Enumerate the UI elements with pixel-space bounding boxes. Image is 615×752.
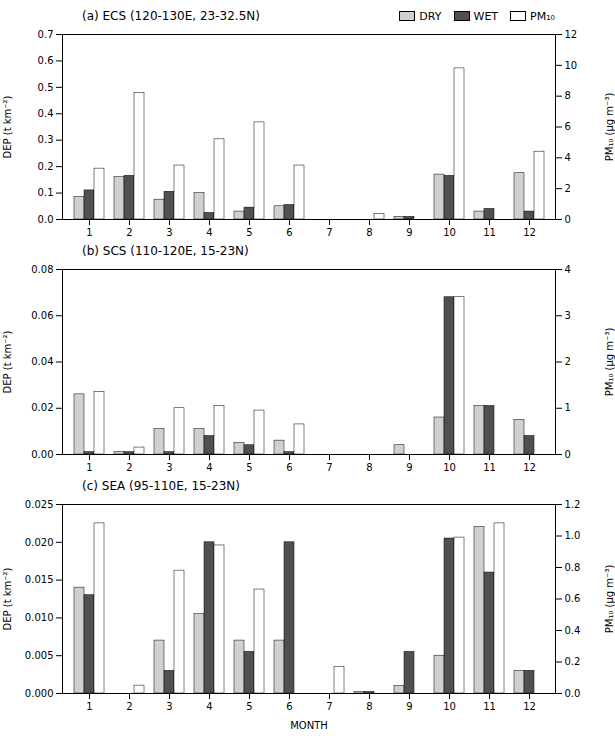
svg-text:DEP (t km⁻²): DEP (t km⁻²): [2, 330, 13, 393]
svg-text:4: 4: [565, 264, 571, 275]
svg-text:6: 6: [286, 701, 292, 712]
svg-text:4: 4: [206, 462, 212, 473]
svg-text:11: 11: [483, 701, 496, 712]
svg-text:0.0: 0.0: [38, 214, 54, 225]
svg-text:9: 9: [406, 701, 412, 712]
svg-text:0.3: 0.3: [38, 134, 54, 145]
svg-text:0.5: 0.5: [38, 82, 54, 93]
svg-text:0: 0: [565, 449, 571, 460]
svg-text:0.020: 0.020: [25, 537, 54, 548]
html-text:PM₁₀: PM₁₀: [530, 9, 555, 23]
svg-text:11: 11: [483, 227, 496, 238]
svg-text:1: 1: [86, 701, 92, 712]
svg-text:1: 1: [565, 402, 571, 413]
svg-text:9: 9: [406, 462, 412, 473]
svg-text:0.8: 0.8: [565, 562, 581, 573]
svg-text:12: 12: [523, 462, 536, 473]
svg-text:10: 10: [443, 227, 456, 238]
svg-text:3: 3: [166, 462, 172, 473]
svg-text:4: 4: [206, 701, 212, 712]
svg-text:7: 7: [326, 462, 332, 473]
svg-text:7: 7: [326, 701, 332, 712]
svg-text:0.2: 0.2: [565, 656, 581, 667]
svg-text:0.4: 0.4: [38, 108, 54, 119]
html-text:DRY: DRY: [419, 9, 442, 23]
svg-text:1.2: 1.2: [565, 499, 581, 510]
svg-text:9: 9: [406, 227, 412, 238]
svg-text:6: 6: [286, 227, 292, 238]
svg-text:DEP (t km⁻²): DEP (t km⁻²): [2, 95, 13, 158]
html-text:(b) SCS (110-120E, 15-23N): (b) SCS (110-120E, 15-23N): [82, 244, 249, 258]
svg-text:6: 6: [286, 462, 292, 473]
svg-text:0.1: 0.1: [38, 187, 54, 198]
svg-text:3: 3: [166, 701, 172, 712]
svg-text:1: 1: [86, 227, 92, 238]
svg-text:10: 10: [565, 60, 578, 71]
svg-text:3: 3: [166, 227, 172, 238]
svg-text:12: 12: [523, 227, 536, 238]
svg-text:10: 10: [443, 701, 456, 712]
svg-text:0.010: 0.010: [25, 612, 54, 623]
svg-text:0: 0: [565, 214, 571, 225]
svg-text:6: 6: [565, 121, 571, 132]
svg-text:7: 7: [326, 227, 332, 238]
svg-text:0.08: 0.08: [31, 264, 53, 275]
svg-text:12: 12: [523, 701, 536, 712]
svg-text:0.6: 0.6: [38, 55, 54, 66]
svg-text:0.0: 0.0: [565, 688, 581, 699]
svg-text:1: 1: [86, 462, 92, 473]
svg-text:2: 2: [126, 462, 132, 473]
svg-text:5: 5: [246, 462, 252, 473]
svg-text:0.00: 0.00: [31, 449, 53, 460]
svg-text:PM₁₀ (μg m⁻³): PM₁₀ (μg m⁻³): [604, 565, 615, 634]
svg-text:4: 4: [206, 227, 212, 238]
svg-text:8: 8: [366, 227, 372, 238]
svg-text:8: 8: [366, 701, 372, 712]
svg-text:0.04: 0.04: [31, 356, 53, 367]
html-text:WET: WET: [473, 9, 498, 23]
svg-text:4: 4: [565, 152, 571, 163]
svg-text:0.005: 0.005: [25, 650, 54, 661]
svg-text:DEP (t km⁻²): DEP (t km⁻²): [2, 567, 13, 630]
svg-text:12: 12: [565, 29, 578, 40]
svg-text:PM₁₀ (μg m⁻³): PM₁₀ (μg m⁻³): [604, 328, 615, 397]
svg-text:0.02: 0.02: [31, 402, 53, 413]
svg-text:0.7: 0.7: [38, 29, 54, 40]
svg-text:10: 10: [443, 462, 456, 473]
svg-text:11: 11: [483, 462, 496, 473]
svg-text:5: 5: [246, 227, 252, 238]
svg-text:1.0: 1.0: [565, 530, 581, 541]
svg-text:0.025: 0.025: [25, 499, 54, 510]
html-text:(c) SEA (95-110E, 15-23N): (c) SEA (95-110E, 15-23N): [82, 479, 240, 493]
svg-text:0.2: 0.2: [38, 161, 54, 172]
html-text:(a) ECS (120-130E, 23-32.5N): (a) ECS (120-130E, 23-32.5N): [82, 9, 260, 23]
svg-text:8: 8: [366, 462, 372, 473]
svg-text:0.4: 0.4: [565, 625, 581, 636]
svg-text:2: 2: [565, 183, 571, 194]
svg-text:PM₁₀ (μg m⁻³): PM₁₀ (μg m⁻³): [604, 93, 615, 162]
svg-text:3: 3: [565, 310, 571, 321]
svg-text:8: 8: [565, 90, 571, 101]
svg-text:0.6: 0.6: [565, 593, 581, 604]
svg-text:MONTH: MONTH: [290, 720, 328, 731]
svg-text:0.000: 0.000: [25, 688, 54, 699]
svg-text:0.06: 0.06: [31, 310, 53, 321]
svg-text:5: 5: [246, 701, 252, 712]
svg-text:2: 2: [126, 701, 132, 712]
svg-text:0.015: 0.015: [25, 574, 54, 585]
svg-text:2: 2: [565, 356, 571, 367]
svg-text:2: 2: [126, 227, 132, 238]
